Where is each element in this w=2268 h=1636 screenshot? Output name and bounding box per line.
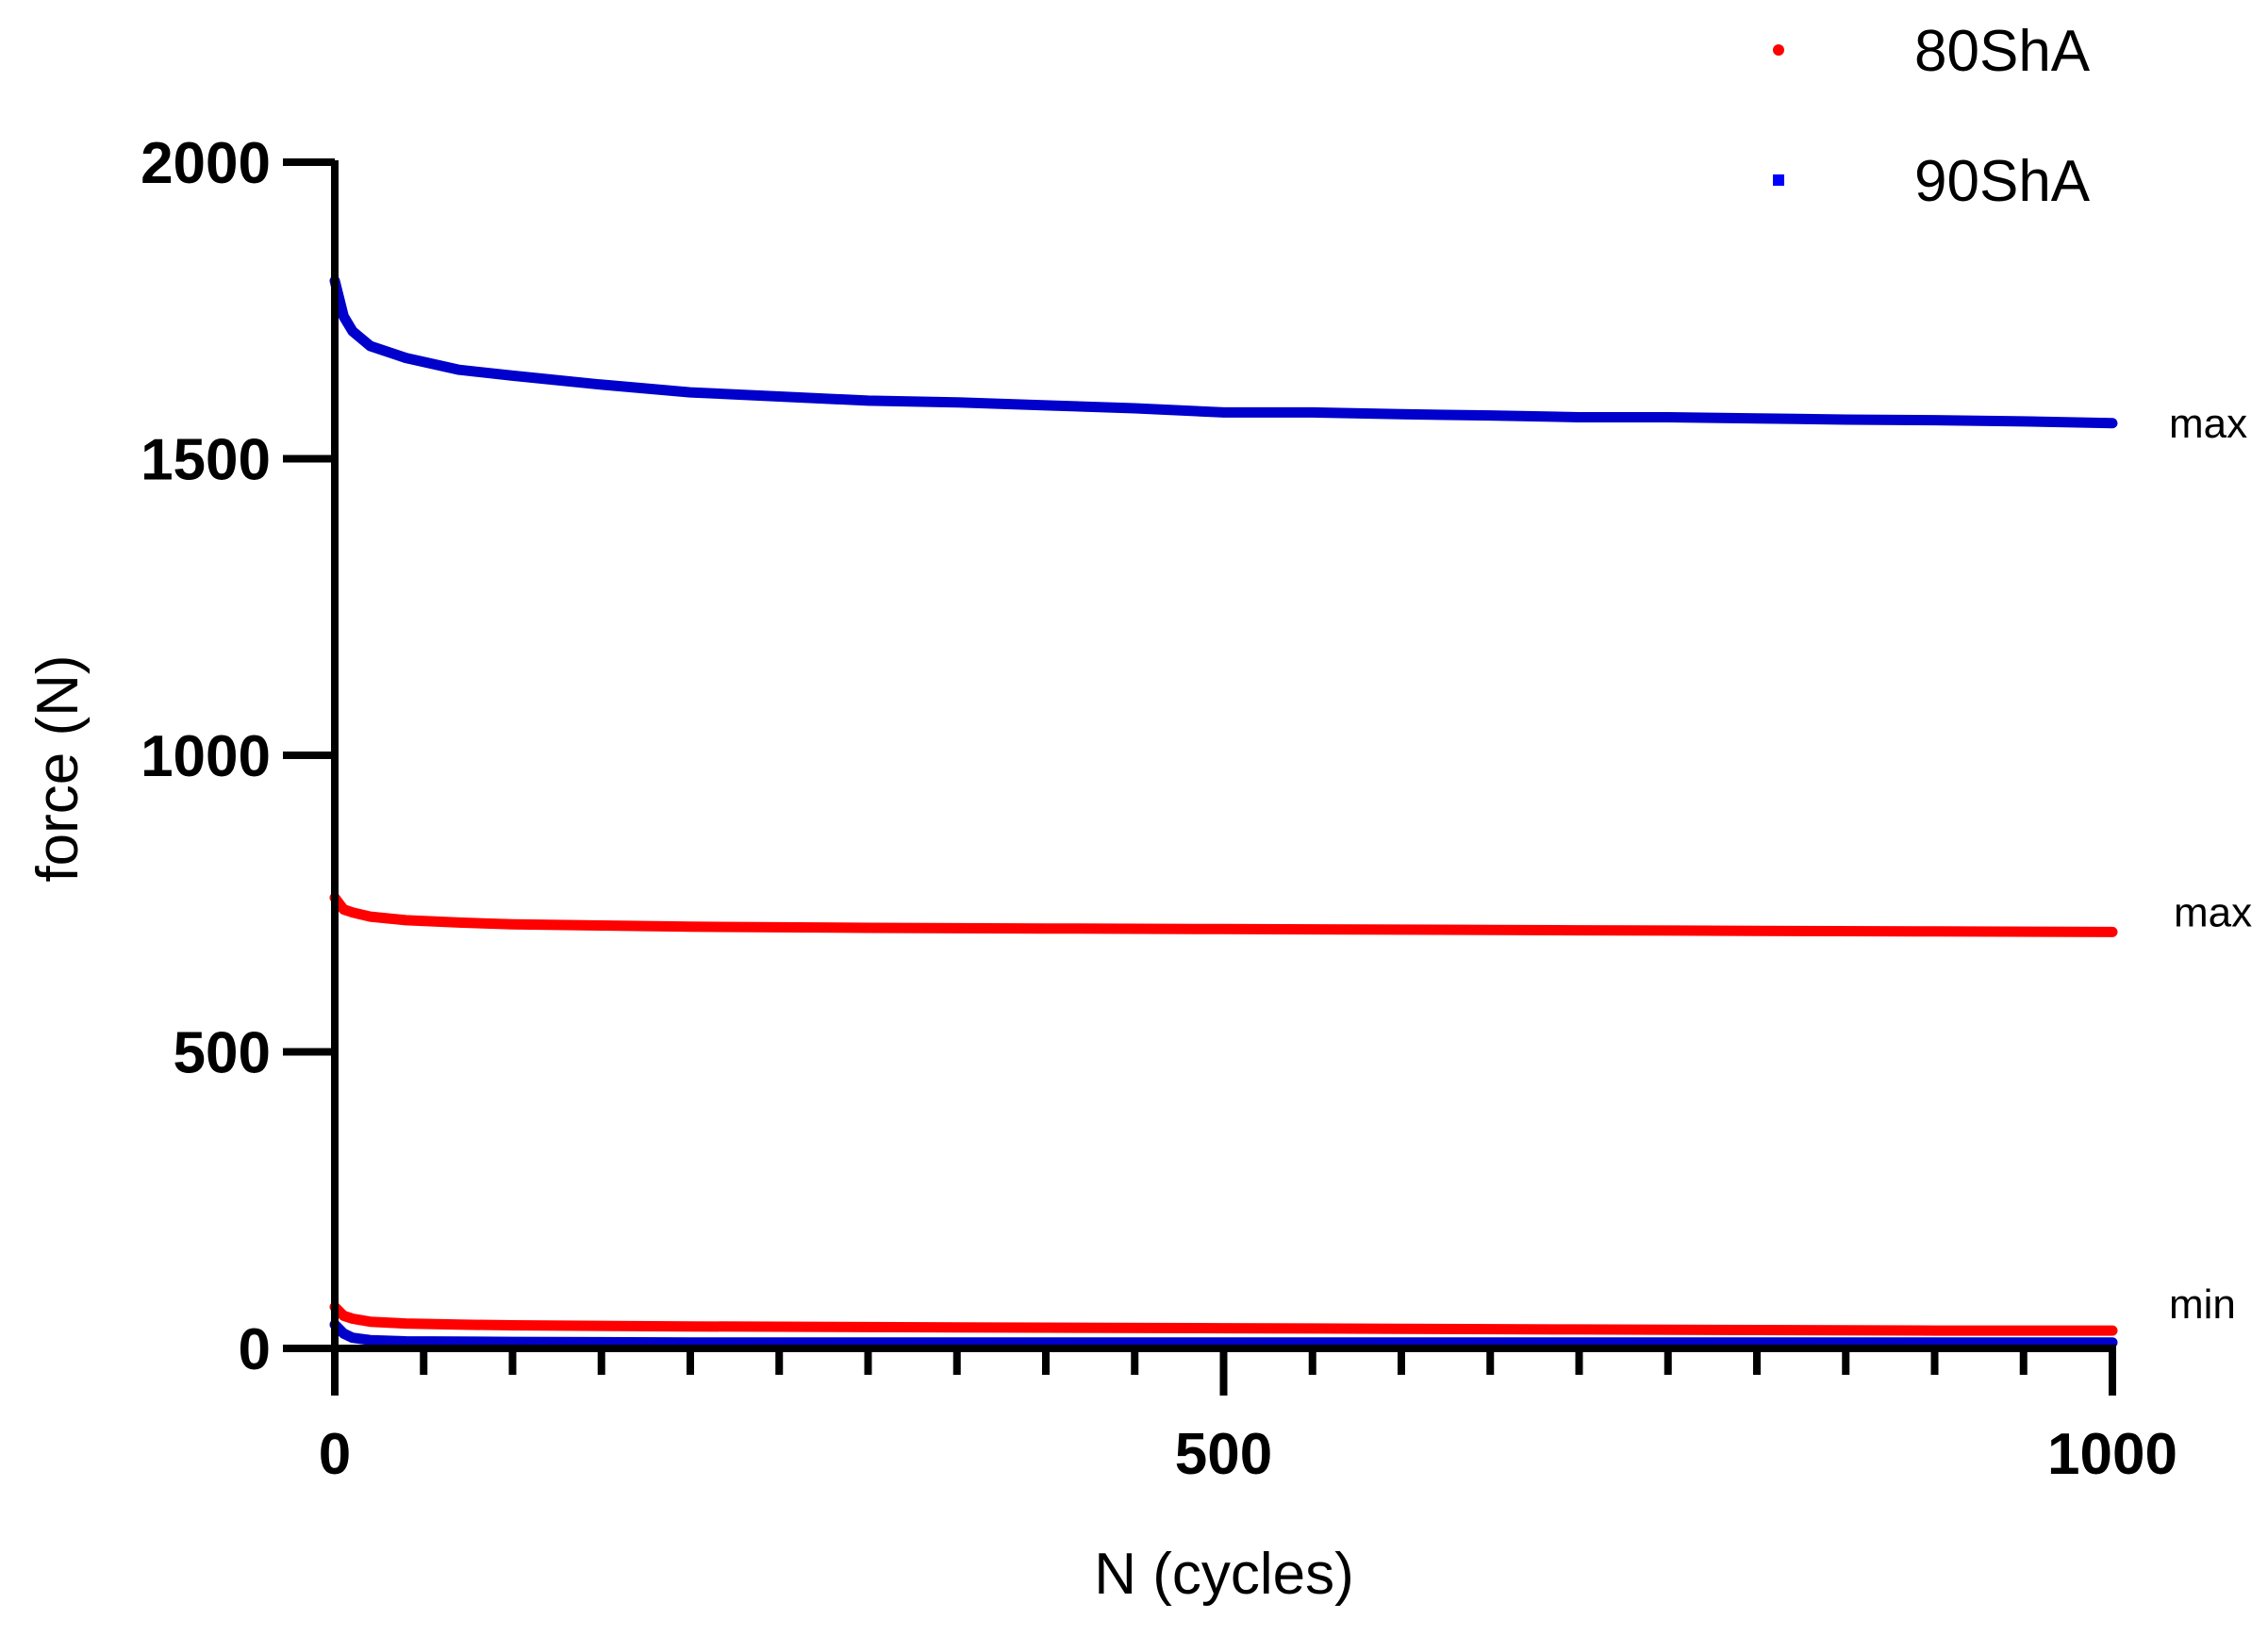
legend-marker-90ShA bbox=[1773, 174, 1784, 186]
series-line-90ShA-max bbox=[329, 275, 2118, 429]
data-lines bbox=[329, 275, 2118, 1348]
series-line-90ShA-min bbox=[329, 1319, 2118, 1348]
annotation-max: max bbox=[2169, 401, 2247, 447]
x-tick-label: 0 bbox=[319, 1422, 351, 1487]
axes: 0 500 1000 1500 2000 0 500 1000 bbox=[141, 131, 2177, 1487]
y-tick-label: 1000 bbox=[141, 724, 271, 789]
legend-label-90ShA: 90ShA bbox=[1914, 149, 2091, 214]
legend-label-80ShA: 80ShA bbox=[1914, 19, 2091, 84]
annotation-min: min bbox=[2169, 1281, 2236, 1328]
annotations: max max min bbox=[2169, 401, 2252, 1328]
legend-marker-80ShA bbox=[1773, 44, 1784, 56]
x-axis-title: N (cycles) bbox=[1094, 1542, 1354, 1607]
y-tick-label: 0 bbox=[239, 1317, 271, 1382]
y-axis-title: force (N) bbox=[25, 654, 91, 882]
x-tick-label: 500 bbox=[1175, 1422, 1272, 1487]
annotation-max: max bbox=[2174, 890, 2252, 936]
y-tick-label: 1500 bbox=[141, 428, 271, 493]
y-tick-label: 500 bbox=[174, 1021, 271, 1086]
legend: 80ShA 90ShA bbox=[1773, 19, 2091, 214]
series-line-80ShA-min bbox=[329, 1301, 2118, 1336]
y-tick-label: 2000 bbox=[141, 131, 271, 196]
x-tick-label: 1000 bbox=[2047, 1422, 2177, 1487]
series-line-80ShA-max bbox=[329, 892, 2118, 937]
